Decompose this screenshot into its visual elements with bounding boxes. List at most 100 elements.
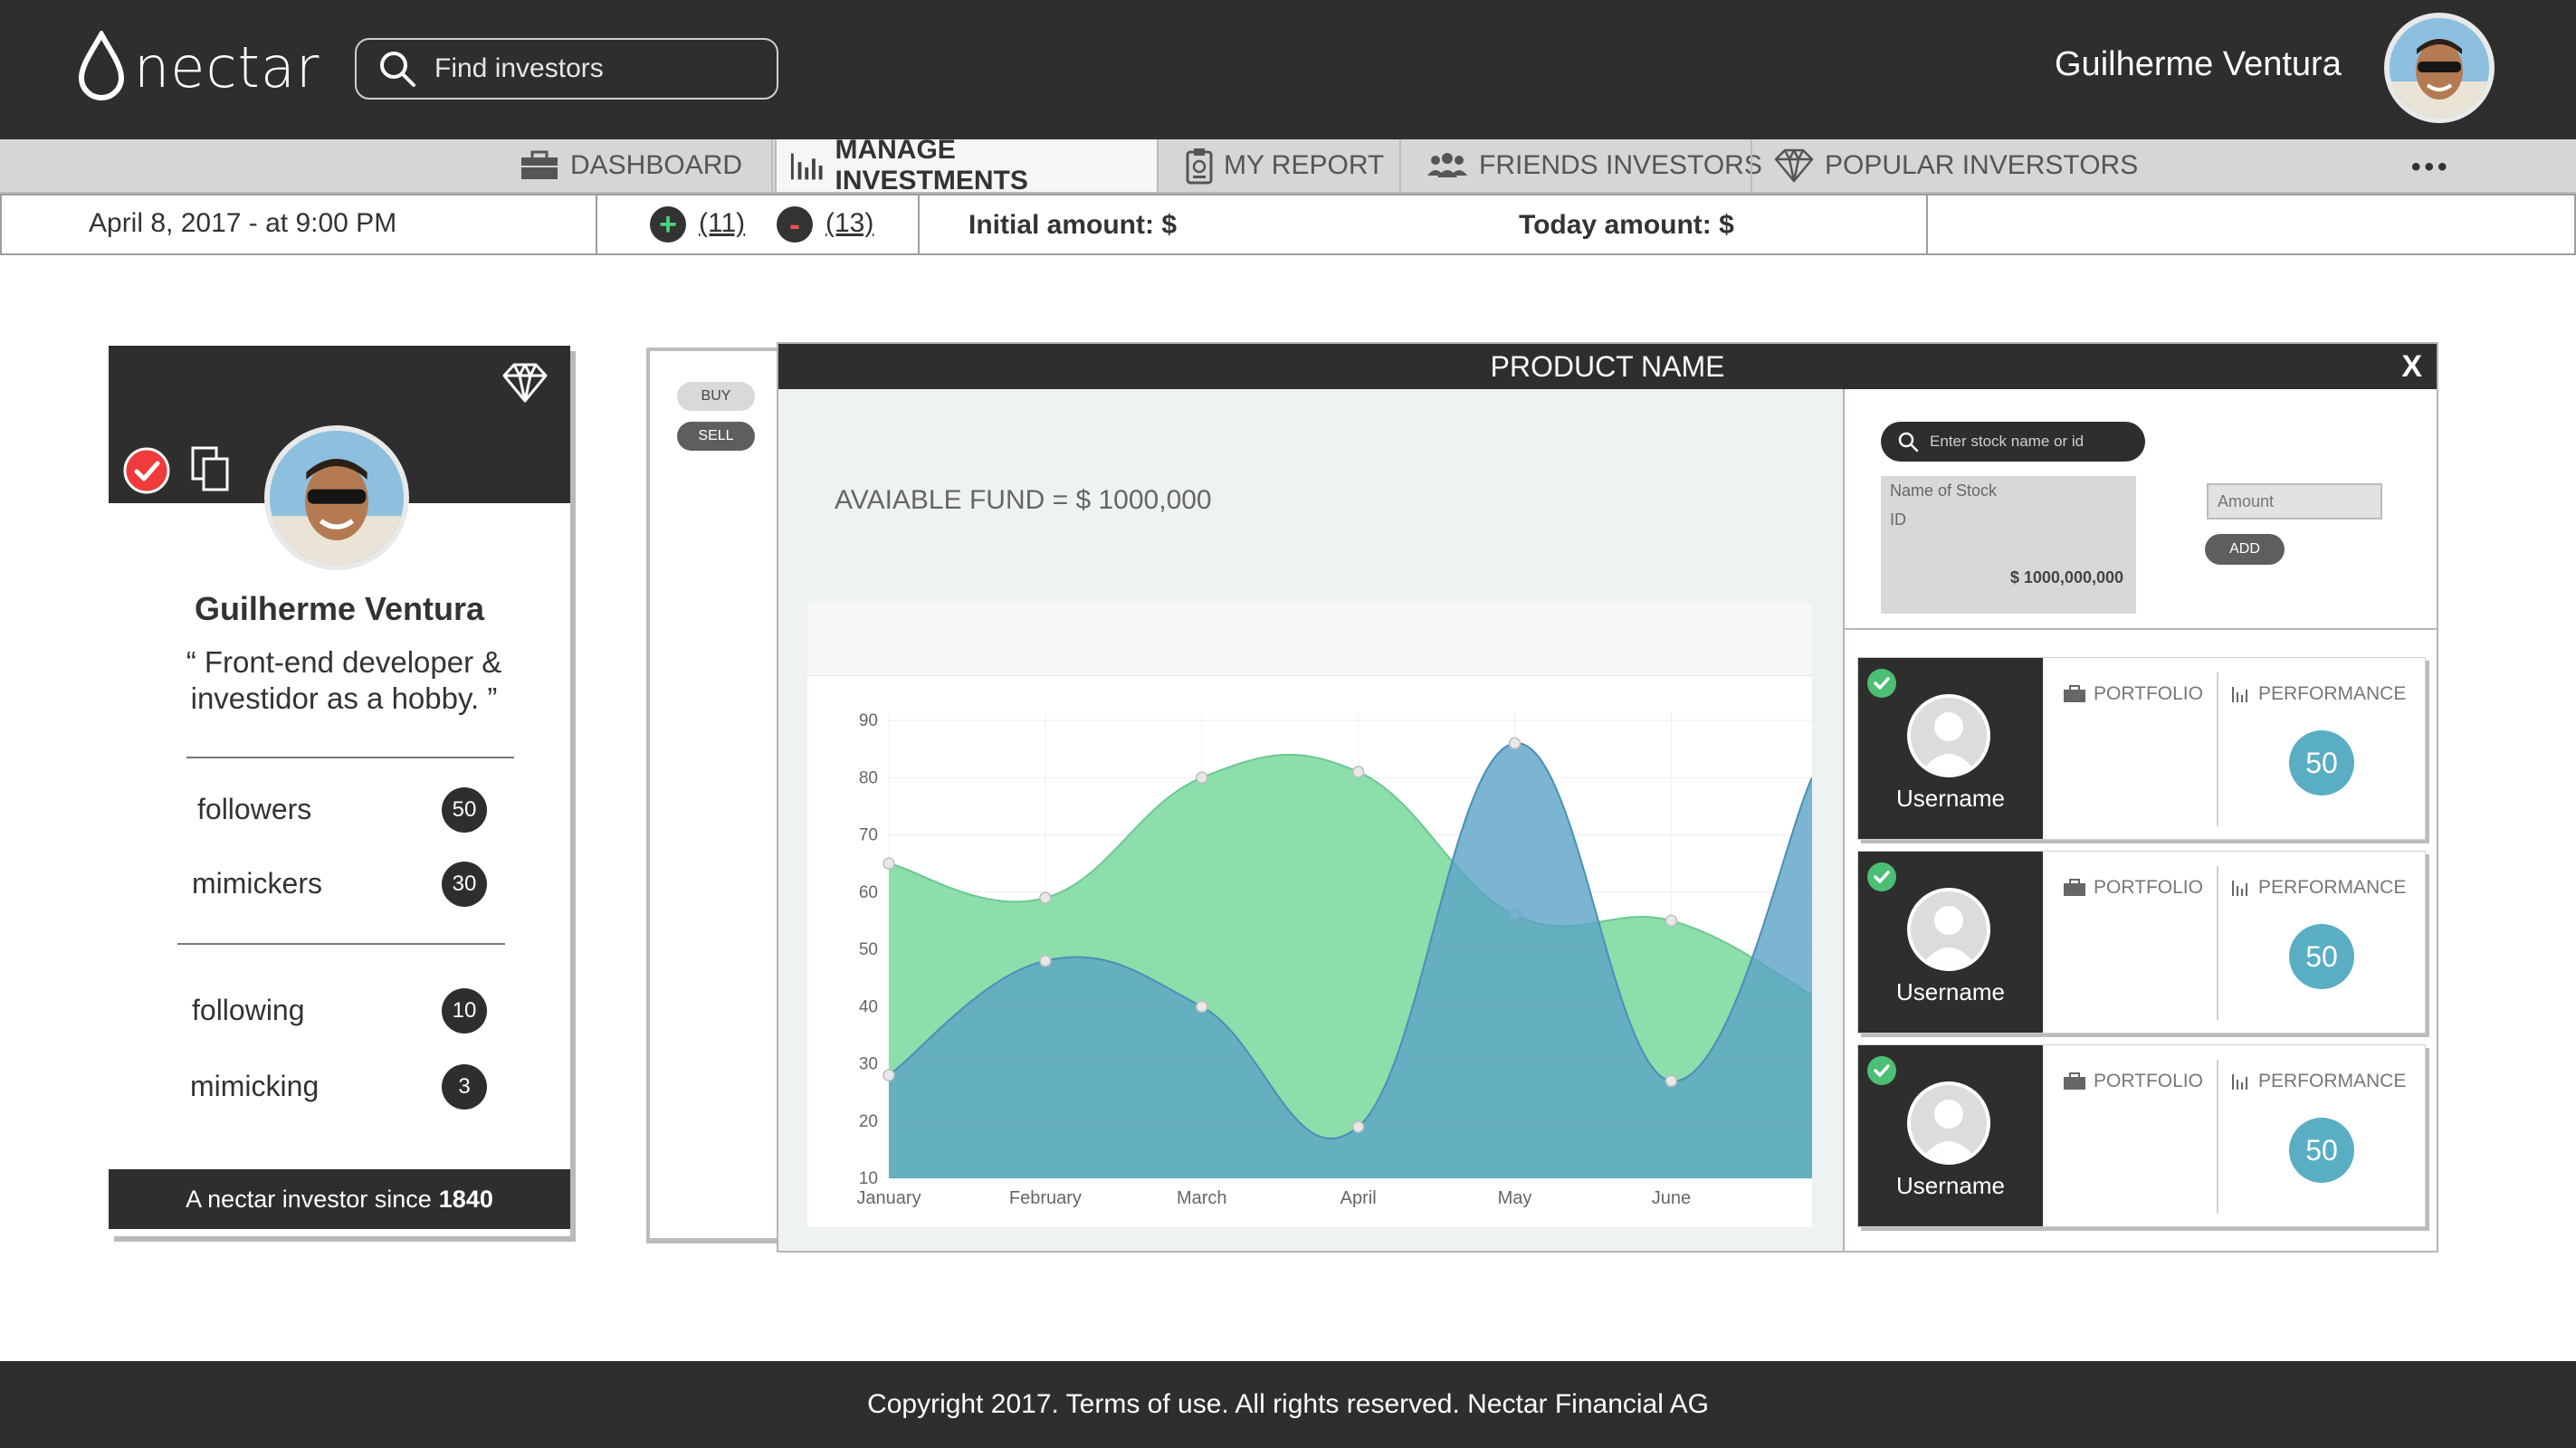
x-tick-label: January	[856, 1188, 921, 1208]
profile-avatar[interactable]	[264, 425, 409, 570]
tab-friends-investors[interactable]: FRIENDS INVESTORS	[1426, 139, 1762, 192]
portfolio-tab[interactable]: PORTFOLIO	[2063, 877, 2203, 899]
stat-count-followers: 50	[442, 787, 487, 833]
minus-icon[interactable]: -	[777, 205, 813, 243]
investor-since-label: A nectar investor since	[186, 1185, 432, 1213]
nav-divider	[1751, 139, 1752, 192]
stock-panel: Name of Stock ID $ 1000,000,000 ADD User…	[1845, 389, 2437, 1251]
stock-price: $ 1000,000,000	[2009, 568, 2123, 586]
user-name[interactable]: Guilherme Ventura	[2055, 45, 2342, 83]
brand-logo[interactable]: nectar	[76, 31, 320, 103]
profile-card: Guilherme Ventura “ Front-end developer …	[109, 346, 570, 1236]
user-card[interactable]: Username PORTFOLIO PERFORMANCE 50	[1857, 851, 2426, 1034]
data-point	[1508, 737, 1522, 750]
add-button[interactable]: ADD	[2205, 534, 2285, 565]
divider	[186, 757, 514, 758]
minus-count-link[interactable]: (13)	[825, 208, 874, 238]
investor-search[interactable]	[355, 38, 778, 100]
tab-popular-investors[interactable]: POPULAR INVERSTORS	[1774, 139, 2138, 192]
series-line	[888, 742, 1812, 1140]
drop-icon	[78, 31, 125, 100]
username[interactable]: Username	[1896, 785, 2005, 812]
area-chart: 10 20 30 40 50 60 70 80 90 January February March Ap…	[856, 711, 1812, 1208]
username[interactable]: Username	[1896, 1172, 2005, 1199]
copy-icon[interactable]	[190, 445, 232, 494]
check-icon	[1867, 669, 1896, 698]
performance-tab[interactable]: PERFORMANCE	[2231, 877, 2406, 899]
nav-divider	[771, 139, 773, 192]
data-point	[1351, 766, 1365, 778]
tab-label: MY REPORT	[1224, 150, 1385, 180]
performance-tab[interactable]: PERFORMANCE	[2231, 1071, 2406, 1092]
tab-label: MANAGE INVESTMENTS	[835, 135, 1028, 195]
tab-my-report[interactable]: MY REPORT	[1186, 139, 1384, 192]
stock-name-label: Name of Stock	[1890, 481, 1998, 500]
portfolio-label: PORTFOLIO	[2094, 1071, 2203, 1091]
x-tick-label: April	[1340, 1188, 1377, 1208]
divider	[177, 943, 505, 945]
tab-manage-investments[interactable]: MANAGE INVESTMENTS	[775, 135, 1159, 195]
stat-label-following[interactable]: following	[192, 994, 305, 1026]
portfolio-tab[interactable]: PORTFOLIO	[2063, 1071, 2203, 1092]
search-input[interactable]	[433, 52, 762, 85]
plus-icon[interactable]: +	[650, 206, 686, 243]
plus-count-link[interactable]: (11)	[699, 208, 746, 238]
stock-info-box: Name of Stock ID $ 1000,000,000	[1881, 476, 2136, 614]
avatar-photo	[2390, 18, 2489, 118]
user-card[interactable]: Username PORTFOLIO PERFORMANCE 50	[1857, 657, 2426, 840]
footer: Copyright 2017. Terms of use. All rights…	[0, 1361, 2576, 1448]
y-tick-label: 80	[859, 768, 878, 787]
more-menu-icon[interactable]: •••	[2411, 152, 2451, 182]
y-tick-label: 70	[859, 826, 878, 845]
tab-dashboard[interactable]: DASHBOARD	[520, 139, 742, 192]
bar-chart-icon	[2232, 687, 2247, 702]
data-point	[1665, 914, 1678, 928]
data-point	[883, 857, 895, 870]
user-avatar-icon	[1907, 1081, 1990, 1165]
info-divider	[918, 195, 920, 253]
stat-label-mimickers[interactable]: mimickers	[192, 867, 322, 900]
check-icon[interactable]	[123, 447, 170, 494]
investor-since-year: 1840	[438, 1185, 493, 1213]
info-divider	[1926, 195, 1928, 253]
stat-label-followers[interactable]: followers	[197, 793, 312, 825]
data-point	[883, 1069, 895, 1081]
avatar[interactable]	[2384, 13, 2495, 123]
briefcase-icon	[2064, 685, 2085, 702]
product-title-bar: PRODUCT NAME X	[778, 344, 2437, 389]
session-date: April 8, 2017 - at 9:00 PM	[89, 208, 397, 238]
stock-search-input[interactable]	[1928, 432, 2140, 452]
buy-button[interactable]: BUY	[677, 382, 755, 411]
chart-panel: AVAIABLE FUND = $ 1000,000 10 20 30 40 50 60 7…	[778, 389, 1845, 1251]
diamond-icon[interactable]	[501, 362, 549, 404]
stock-search[interactable]	[1881, 422, 2145, 462]
performance-tab[interactable]: PERFORMANCE	[2231, 683, 2406, 705]
y-tick-label: 50	[859, 940, 878, 959]
top-bar: nectar Guilherme Ventura	[0, 0, 2576, 139]
y-tick-label: 10	[859, 1169, 878, 1188]
stock-id-label: ID	[1890, 510, 1906, 529]
amount-field[interactable]	[2207, 483, 2382, 519]
portfolio-tab[interactable]: PORTFOLIO	[2063, 683, 2203, 705]
user-avatar-icon	[1907, 694, 1990, 777]
profile-name: Guilherme Ventura	[194, 590, 485, 627]
nav-divider	[1399, 139, 1401, 192]
username[interactable]: Username	[1896, 978, 2005, 1005]
performance-score: 50	[2289, 730, 2354, 795]
stat-label-mimicking[interactable]: mimicking	[190, 1070, 320, 1102]
investor-since: A nectar investor since 1840	[109, 1169, 570, 1229]
avatar-photo	[270, 431, 404, 565]
footer-text: Copyright 2017. Terms of use. All rights…	[867, 1389, 1709, 1419]
product-title: PRODUCT NAME	[1490, 350, 1725, 383]
search-icon	[380, 52, 415, 87]
tab-label: FRIENDS INVESTORS	[1479, 150, 1762, 180]
bar-chart-icon	[2232, 1074, 2247, 1090]
chart-container: 10 20 30 40 50 60 70 80 90 January February March Ap…	[807, 603, 1812, 1227]
close-button[interactable]: X	[2401, 349, 2422, 384]
y-tick-label: 20	[859, 1112, 878, 1131]
bar-chart-icon	[2232, 881, 2247, 896]
x-tick-label: March	[1177, 1188, 1227, 1208]
user-card[interactable]: Username PORTFOLIO PERFORMANCE 50	[1857, 1044, 2426, 1227]
y-tick-label: 40	[859, 997, 878, 1016]
sell-button[interactable]: SELL	[677, 422, 755, 451]
